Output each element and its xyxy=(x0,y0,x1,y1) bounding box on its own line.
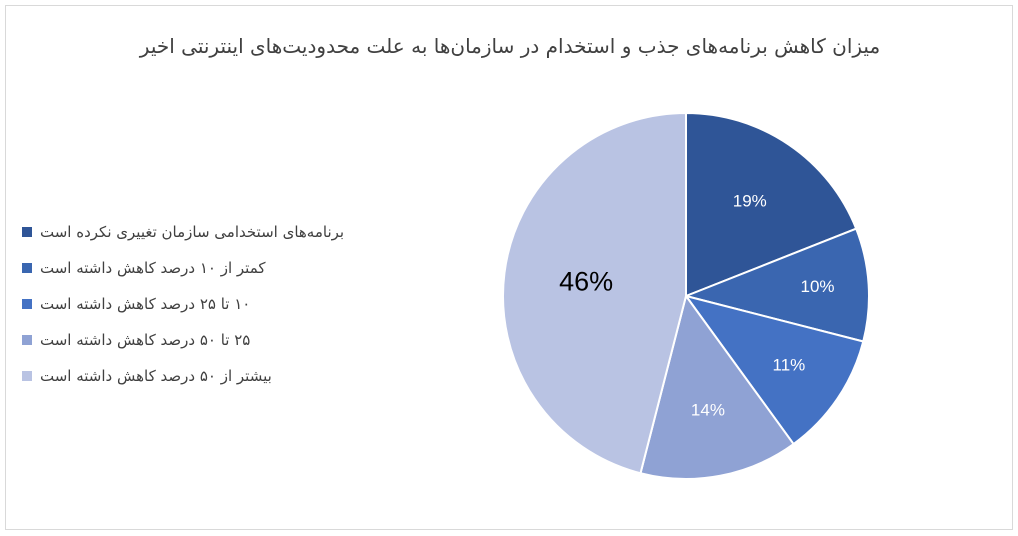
legend-label: بیشتر از ۵۰ درصد کاهش داشته است xyxy=(40,367,272,385)
legend-label: برنامه‌های استخدامی سازمان تغییری نکرده … xyxy=(40,223,345,241)
legend-item: ۲۵ تا ۵۰ درصد کاهش داشته است xyxy=(22,322,367,358)
legend-label: ۱۰ تا ۲۵ درصد کاهش داشته است xyxy=(40,295,251,313)
pie-slice xyxy=(685,111,858,298)
data-label: 14% xyxy=(691,401,725,420)
legend-swatch xyxy=(22,299,32,309)
pie-chart: 19% 10% 11% 14% 46% xyxy=(502,111,870,480)
legend-swatch xyxy=(22,263,32,273)
legend-label: ۲۵ تا ۵۰ درصد کاهش داشته است xyxy=(40,331,251,349)
legend-swatch xyxy=(22,335,32,345)
legend-swatch xyxy=(22,371,32,381)
legend-label: کمتر از ۱۰ درصد کاهش داشته است xyxy=(40,259,266,277)
pie-slice xyxy=(639,293,795,480)
data-label: 19% xyxy=(733,192,767,211)
legend-item: بیشتر از ۵۰ درصد کاهش داشته است xyxy=(22,358,367,394)
legend-item: ۱۰ تا ۲۵ درصد کاهش داشته است xyxy=(22,286,367,322)
chart-area: میزان کاهش برنامه‌های جذب و استخدام در س… xyxy=(5,5,1013,530)
data-label: 10% xyxy=(800,277,834,296)
chart-title: میزان کاهش برنامه‌های جذب و استخدام در س… xyxy=(139,34,881,58)
pie-slice xyxy=(683,294,865,446)
legend-item: برنامه‌های استخدامی سازمان تغییری نکرده … xyxy=(22,214,367,250)
legend-swatch xyxy=(22,227,32,237)
pie-slice xyxy=(502,111,687,475)
pie-slice xyxy=(682,227,870,343)
data-label: 11% xyxy=(773,355,806,374)
legend: برنامه‌های استخدامی سازمان تغییری نکرده … xyxy=(22,214,367,394)
legend-item: کمتر از ۱۰ درصد کاهش داشته است xyxy=(22,250,367,286)
data-label: 46% xyxy=(559,267,613,297)
